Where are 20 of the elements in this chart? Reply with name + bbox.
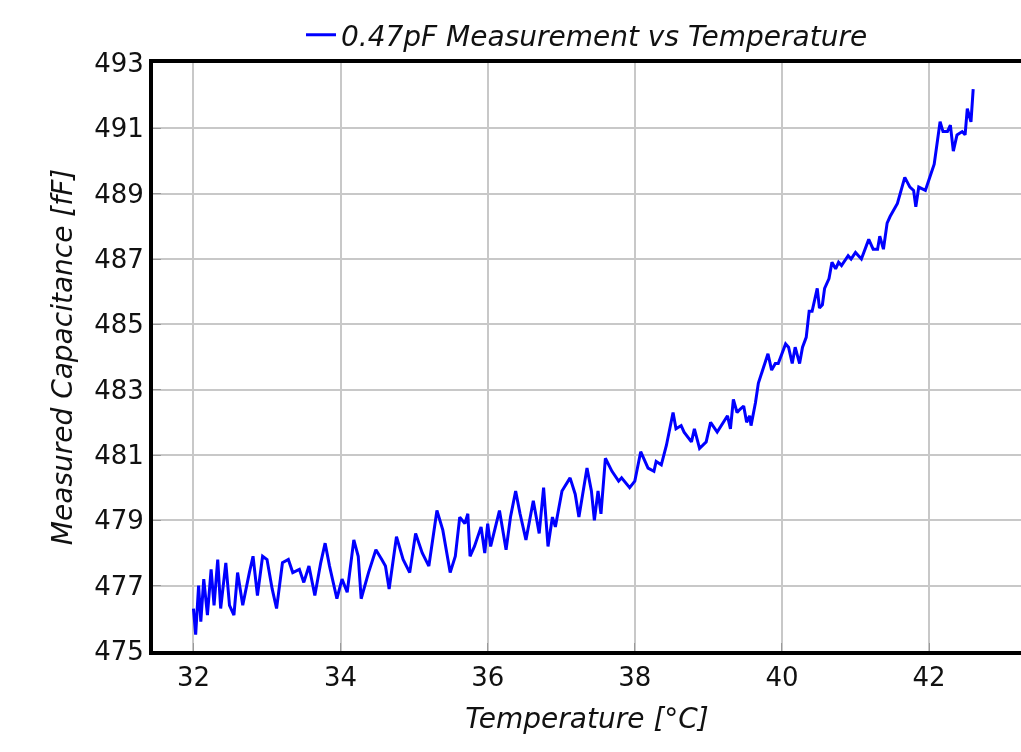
- y-axis-title: Measured Capacitance [fF]: [46, 168, 80, 546]
- y-tick-label: 475: [94, 636, 144, 667]
- y-tick-label: 479: [94, 505, 144, 536]
- y-tick-label: 489: [94, 178, 144, 209]
- x-tick-label: 40: [765, 662, 799, 693]
- y-tick-label: 491: [94, 113, 144, 144]
- x-tick-label: 38: [618, 662, 652, 693]
- y-tick-label: 493: [94, 48, 144, 79]
- y-tick-label: 477: [94, 570, 144, 601]
- y-tick-label: 481: [94, 440, 144, 471]
- x-tick-label: 36: [471, 662, 505, 693]
- y-tick-label: 487: [94, 244, 144, 275]
- x-tick-label: 42: [912, 662, 946, 693]
- y-tick-label: 485: [94, 309, 144, 340]
- line-series: [191, 87, 975, 637]
- y-tick-label: 483: [94, 374, 144, 405]
- x-tick-label: 34: [324, 662, 358, 693]
- legend-label: 0.47pF Measurement vs Temperature: [341, 19, 868, 53]
- x-axis-title: Temperature [°C]: [465, 701, 709, 735]
- x-tick-label: 32: [176, 662, 211, 693]
